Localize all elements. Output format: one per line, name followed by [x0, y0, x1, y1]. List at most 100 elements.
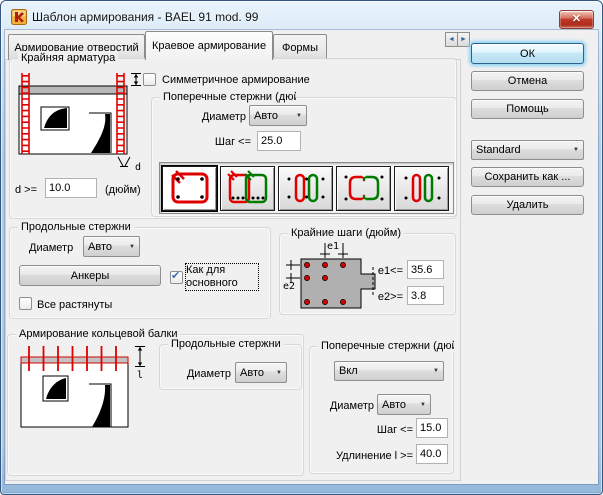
d-min-input[interactable] [45, 178, 97, 198]
group-title: Продольные стержни [168, 337, 284, 351]
tab-scroll-right-button[interactable]: ► [457, 32, 470, 47]
group-title: Крайние шаги (дюйм) [288, 226, 405, 240]
e2-min-input[interactable] [407, 286, 444, 305]
group-ring-transverse: Поперечные стержни (дюйм) [309, 339, 454, 474]
group-ring-beam: Армирование кольцевой балки [7, 327, 304, 476]
double-overlapped-stirrups-icon [226, 170, 267, 204]
ring-transverse-extension-input[interactable] [416, 444, 448, 464]
button-label: ОК [520, 47, 535, 60]
ring-beam-diagram: l [20, 346, 145, 428]
edge-wall-diagram: l d [18, 73, 149, 173]
e1-max-label: e1<= [377, 265, 403, 277]
chevron-down-icon: ▼ [276, 369, 282, 376]
d-min-label: d >= [15, 184, 38, 196]
group-ring-longitudinal: Продольные стержни [159, 337, 302, 390]
button-label: Удалить [506, 199, 549, 211]
chevron-down-icon: ▼ [296, 112, 302, 119]
group-title: Поперечные стержни (дюйм) [318, 339, 454, 353]
check-icon: ✔ [171, 270, 181, 282]
tab-edge-reinforcement[interactable]: Краевое армирование [145, 31, 273, 60]
stirrup-pattern-button-3[interactable] [278, 165, 333, 211]
stirrup-pattern-button-2[interactable] [220, 165, 275, 211]
save-as-button[interactable]: Сохранить как ... [471, 167, 584, 187]
diameter-label: Диаметр [201, 111, 246, 123]
title-bar[interactable]: Шаблон армирования - BAEL 91 mod. 99 ✕ [2, 2, 601, 30]
ring-longitudinal-diameter-combo[interactable]: Авто ▼ [235, 362, 287, 383]
window-title: Шаблон армирования - BAEL 91 mod. 99 [32, 10, 259, 24]
all-tension-checkbox[interactable] [19, 297, 32, 310]
group-title: Крайняя арматура [18, 51, 119, 65]
arrow-right-icon: ► [460, 36, 467, 43]
tab-label: Армирование отверстий [14, 41, 139, 54]
facing-open-hooks-icon [344, 175, 383, 201]
as-main-checkbox[interactable]: ✔ [170, 270, 183, 284]
stirrup-pattern-panel [159, 162, 454, 214]
template-combo[interactable]: Standard ▼ [471, 140, 584, 160]
symmetric-reinforcement-label[interactable]: Симметричное армирование [162, 74, 310, 86]
extension-label: Удлинение l >= [335, 450, 413, 462]
button-label: Помощь [506, 103, 549, 115]
group-title: Поперечные стержни (дюйм) [160, 90, 296, 104]
symmetric-reinforcement-checkbox[interactable] [143, 73, 156, 86]
ok-button[interactable]: ОК [471, 43, 584, 64]
ring-transverse-mode-combo[interactable]: Вкл ▼ [334, 361, 444, 381]
button-label: Отмена [507, 75, 548, 87]
edge-spacing-section-diagram: e1 e2 [283, 241, 376, 309]
dim-label-l: l [137, 370, 143, 381]
button-label: Сохранить как ... [484, 171, 571, 183]
diameter-label: Диаметр [29, 242, 74, 254]
dim-label-e2: e2 [283, 281, 295, 292]
group-transverse-bars-top: Поперечные стержни (дюйм) [151, 90, 457, 217]
group-title: Продольные стержни [18, 220, 134, 234]
combo-value: Авто [88, 240, 112, 253]
group-longitudinal-bars: Продольные стержни [9, 220, 271, 319]
chevron-down-icon: ▼ [573, 147, 579, 153]
stirrup-pattern-button-5[interactable] [394, 165, 449, 211]
all-tension-label[interactable]: Все растянуты [37, 299, 113, 311]
button-label: Анкеры [70, 269, 110, 282]
tab-shapes[interactable]: Формы [273, 34, 327, 60]
combo-value: Standard [476, 144, 521, 156]
tab-label: Краевое армирование [151, 40, 267, 52]
stirrup-pattern-button-4[interactable] [336, 165, 391, 211]
diameter-label: Диаметр [329, 400, 374, 412]
transverse-spacing-input[interactable] [257, 131, 301, 151]
app-icon[interactable] [11, 9, 27, 25]
group-edge-spacing: Крайние шаги (дюйм) [279, 226, 456, 315]
anchors-button[interactable]: Анкеры [19, 265, 161, 286]
delete-button[interactable]: Удалить [471, 195, 584, 215]
longitudinal-diameter-combo[interactable]: Авто ▼ [83, 236, 140, 257]
cancel-button[interactable]: Отмена [471, 71, 584, 91]
combo-value: Авто [254, 109, 278, 122]
spacing-label: Шаг <= [214, 136, 251, 148]
combo-value: Авто [382, 398, 406, 411]
two-vertical-loops-icon [287, 173, 324, 203]
spacing-label: Шаг <= [376, 424, 413, 436]
d-unit-label: (дюйм) [105, 184, 141, 196]
help-button[interactable]: Помощь [471, 99, 584, 119]
e2-min-label: e2>= [377, 291, 403, 303]
dim-label-d: d [135, 162, 141, 173]
close-button[interactable]: ✕ [559, 10, 594, 29]
stirrup-pattern-button-1[interactable] [162, 165, 217, 211]
as-main-label[interactable]: Как для основного [185, 263, 259, 291]
tab-scroll-buttons: ◄ ► [445, 32, 472, 47]
chevron-down-icon: ▼ [433, 368, 439, 374]
group-title: Армирование кольцевой балки [16, 327, 181, 341]
chevron-down-icon: ▼ [420, 401, 426, 408]
ring-transverse-diameter-combo[interactable]: Авто ▼ [377, 394, 431, 415]
combo-value: Вкл [339, 365, 358, 377]
diameter-label: Диаметр [186, 368, 231, 380]
close-icon: ✕ [571, 13, 582, 25]
ring-transverse-spacing-input[interactable] [416, 418, 448, 438]
chevron-down-icon: ▼ [129, 243, 135, 250]
closed-stirrup-icon [170, 170, 208, 204]
e1-max-input[interactable] [407, 260, 444, 279]
arrow-left-icon: ◄ [448, 36, 455, 43]
dim-label-e1: e1 [327, 241, 339, 252]
two-spaced-loops-icon [404, 173, 440, 203]
transverse-diameter-combo[interactable]: Авто ▼ [249, 105, 307, 126]
combo-value: Авто [240, 366, 264, 379]
tab-label: Формы [281, 41, 319, 54]
